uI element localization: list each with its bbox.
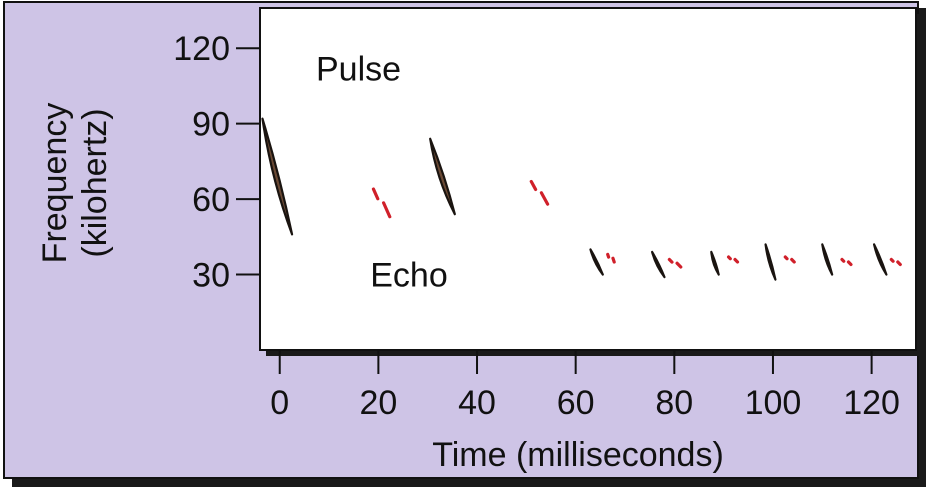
plot-area: [259, 7, 917, 351]
echo-dash: [896, 260, 902, 267]
pulse-call-mark: [821, 243, 834, 276]
y-tick-label: 120: [173, 30, 230, 68]
x-tick-label: 0: [270, 384, 289, 422]
echo-dash: [783, 255, 789, 261]
echo-call-mark: [783, 255, 796, 264]
y-tick-label: 30: [192, 257, 230, 295]
x-tick-label: 80: [655, 384, 693, 422]
x-tick-label: 20: [359, 384, 397, 422]
echo-dash: [529, 179, 538, 192]
pulse-call-mark: [429, 137, 456, 216]
y-axis-ticks: 30 60 90 120: [173, 30, 260, 295]
echo-call-mark: [371, 187, 392, 219]
pulse-call-mark: [589, 248, 604, 276]
x-axis-label: Time (milliseconds): [432, 436, 724, 474]
echo-dash: [606, 252, 611, 259]
pulse-call-mark: [651, 250, 666, 279]
pulse-call-mark: [261, 117, 294, 236]
echo-dash: [611, 256, 616, 264]
echo-call-mark: [529, 179, 550, 206]
echo-call-mark: [667, 257, 683, 269]
echo-dash: [667, 257, 674, 264]
echo-dash: [382, 201, 392, 219]
echo-call-mark: [606, 252, 616, 264]
pulse-call-mark: [764, 243, 777, 281]
x-axis-ticks: 0 20 40 60 80 100 120: [270, 350, 900, 422]
echo-dash: [675, 261, 683, 269]
echo-dash: [539, 191, 550, 206]
pulse-call-mark: [710, 250, 720, 276]
echo-dash: [733, 257, 740, 264]
echo-call-mark: [840, 257, 853, 267]
echo-call-mark: [889, 257, 902, 267]
pulse-call-mark: [872, 243, 888, 276]
echo-dash: [790, 257, 796, 264]
y-tick-label: 60: [192, 181, 230, 219]
echo-dash: [889, 257, 895, 263]
echo-dash: [846, 260, 853, 267]
y-axis-label-line1: Frequency: [36, 103, 74, 264]
y-axis-label-line2: (kilohertz): [76, 108, 114, 257]
pulse-label: Pulse: [316, 50, 401, 88]
echo-dash: [840, 257, 846, 263]
x-tick-label: 100: [745, 384, 802, 422]
echo-label: Echo: [370, 257, 448, 295]
x-tick-label: 60: [557, 384, 595, 422]
echo-dash: [371, 187, 380, 201]
y-tick-label: 90: [192, 106, 230, 144]
x-tick-label: 120: [843, 384, 900, 422]
x-tick-label: 40: [458, 384, 496, 422]
echo-dash: [726, 255, 732, 261]
call-marks: [261, 117, 902, 281]
echo-call-mark: [726, 255, 740, 264]
annotations: Pulse Echo: [316, 50, 448, 294]
